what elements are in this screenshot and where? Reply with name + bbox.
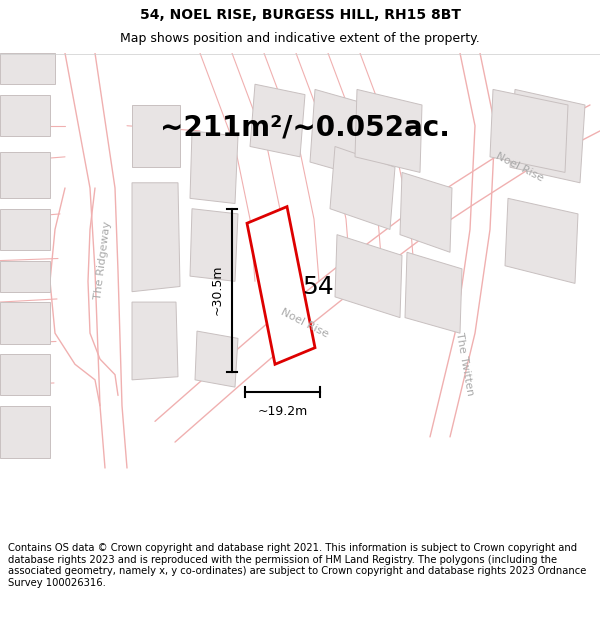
Text: The Ridgeway: The Ridgeway xyxy=(93,221,113,301)
Text: ~211m²/~0.052ac.: ~211m²/~0.052ac. xyxy=(160,114,450,142)
Polygon shape xyxy=(490,89,568,172)
Text: Map shows position and indicative extent of the property.: Map shows position and indicative extent… xyxy=(120,32,480,45)
Polygon shape xyxy=(132,302,178,380)
Polygon shape xyxy=(195,331,238,387)
Text: Contains OS data © Crown copyright and database right 2021. This information is : Contains OS data © Crown copyright and d… xyxy=(8,543,586,588)
Polygon shape xyxy=(505,198,578,283)
Polygon shape xyxy=(190,131,238,204)
Polygon shape xyxy=(330,146,395,229)
Text: ~19.2m: ~19.2m xyxy=(257,405,308,418)
Polygon shape xyxy=(0,209,50,250)
Polygon shape xyxy=(510,89,585,182)
Polygon shape xyxy=(250,84,305,157)
Polygon shape xyxy=(310,89,370,177)
Polygon shape xyxy=(335,234,402,318)
Polygon shape xyxy=(0,94,50,136)
Polygon shape xyxy=(0,302,50,344)
Polygon shape xyxy=(0,53,55,84)
Text: 54: 54 xyxy=(302,274,334,299)
Text: The Twitten: The Twitten xyxy=(455,332,475,397)
Polygon shape xyxy=(0,406,50,458)
Polygon shape xyxy=(405,253,462,333)
Polygon shape xyxy=(132,182,180,292)
Polygon shape xyxy=(355,89,422,172)
Polygon shape xyxy=(0,261,50,292)
Text: 54, NOEL RISE, BURGESS HILL, RH15 8BT: 54, NOEL RISE, BURGESS HILL, RH15 8BT xyxy=(139,8,461,22)
Text: Noel Rise: Noel Rise xyxy=(494,151,545,184)
Polygon shape xyxy=(0,152,50,198)
Polygon shape xyxy=(132,105,180,168)
Polygon shape xyxy=(190,209,238,281)
Polygon shape xyxy=(400,173,452,253)
Text: Noel Rise: Noel Rise xyxy=(280,306,331,339)
Text: ~30.5m: ~30.5m xyxy=(211,265,224,316)
Polygon shape xyxy=(247,207,315,364)
Polygon shape xyxy=(0,354,50,396)
